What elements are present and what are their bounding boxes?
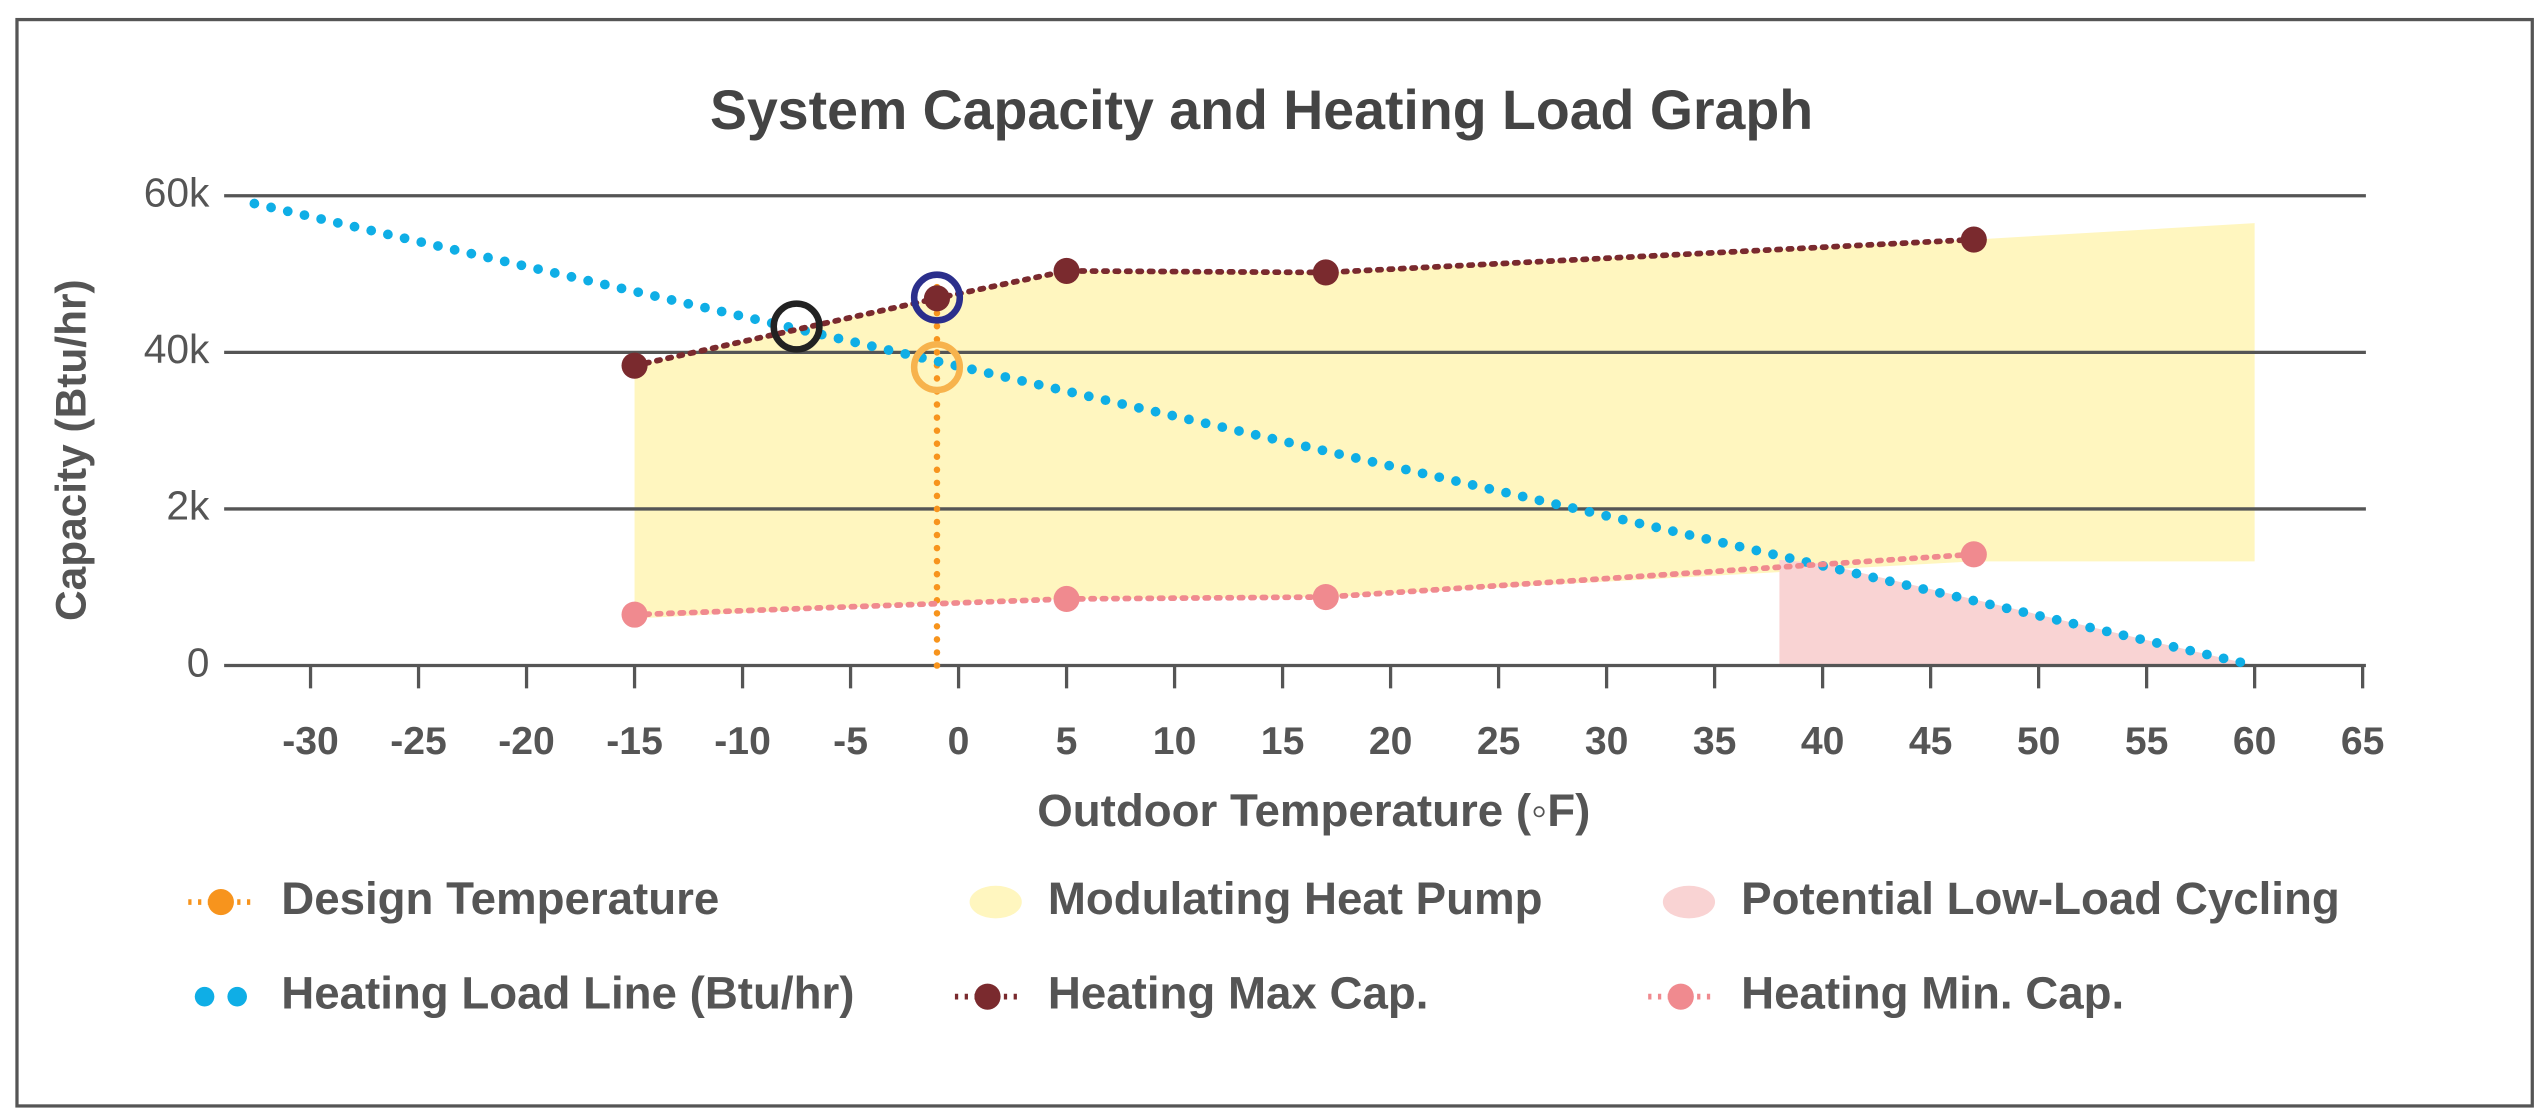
legend-label: Heating Load Line (Btu/hr) [281,968,854,1019]
legend-swatch [974,983,1001,1010]
legend-item: Modulating Heat Pump [969,873,1543,924]
line [631,236,1977,369]
x-tick-label: 0 [948,720,970,763]
x-tick-label: 35 [1693,720,1737,763]
legend-item: Heating Max Cap. [954,968,1429,1019]
y-tick-label: 40k [144,326,210,372]
legend-swatch [1662,885,1716,919]
x-tick-label: 15 [1261,720,1305,763]
line [631,551,1977,618]
legend-swatch [1667,983,1694,1010]
y-axis-label: Capacity (Btu/hr) [47,279,94,621]
area [1779,559,2255,666]
legend-swatch [969,885,1022,919]
y-tick-label: 60k [144,170,210,216]
x-tick-label: -25 [390,720,447,763]
point [621,352,648,379]
marker-ring [910,271,964,324]
marker-ring [910,341,964,394]
legend-swatch [207,889,234,916]
legend-label: Design Temperature [281,873,719,924]
area [634,223,2255,619]
legend-label: Modulating Heat Pump [1048,873,1543,924]
legend-item: Design Temperature [188,873,719,924]
y-tick-label: 2k [166,483,210,529]
x-tick-label: 20 [1369,720,1413,763]
marker-ring [770,300,823,353]
legend-label: Potential Low-Load Cycling [1741,873,2340,924]
frame [15,17,2534,1108]
x-tick-label: 65 [2341,720,2385,763]
x-tick-label: 25 [1477,720,1521,763]
legend-swatch [227,986,247,1007]
point [1960,226,1987,253]
point [1960,541,1987,568]
point [923,285,951,312]
y-tick-label: 0 [187,639,210,685]
legend-item: Heating Load Line (Btu/hr) [194,968,854,1019]
point [1312,583,1339,611]
chart-title: System Capacity and Heating Load Graph [710,79,1813,141]
legend-swatch [194,986,215,1007]
x-tick-label: -5 [833,720,868,763]
line [249,198,2260,671]
x-tick-label: 30 [1585,720,1629,763]
point [1053,585,1080,613]
legend-item: Heating Min. Cap. [1648,968,2124,1019]
point [621,601,648,628]
x-tick-label: -10 [714,720,771,763]
x-tick-label: -30 [282,720,339,763]
x-tick-label: 5 [1056,720,1078,763]
x-tick-label: 45 [1909,720,1953,763]
x-tick-label: -15 [606,720,663,763]
x-axis-label: Outdoor Temperature (◦F) [1037,785,1590,836]
legend-item: Potential Low-Load Cycling [1662,873,2340,924]
x-tick-label: 40 [1801,720,1845,763]
point [1312,259,1339,286]
plot-area [224,194,2366,689]
point [1053,257,1080,284]
x-tick-label: 10 [1153,720,1197,763]
legend-label: Heating Min. Cap. [1741,968,2124,1019]
x-tick-label: 60 [2233,720,2277,763]
x-tick-label: -20 [498,720,555,763]
legend-label: Heating Max Cap. [1048,968,1429,1019]
x-tick-label: 55 [2125,720,2169,763]
x-tick-label: 50 [2017,720,2061,763]
